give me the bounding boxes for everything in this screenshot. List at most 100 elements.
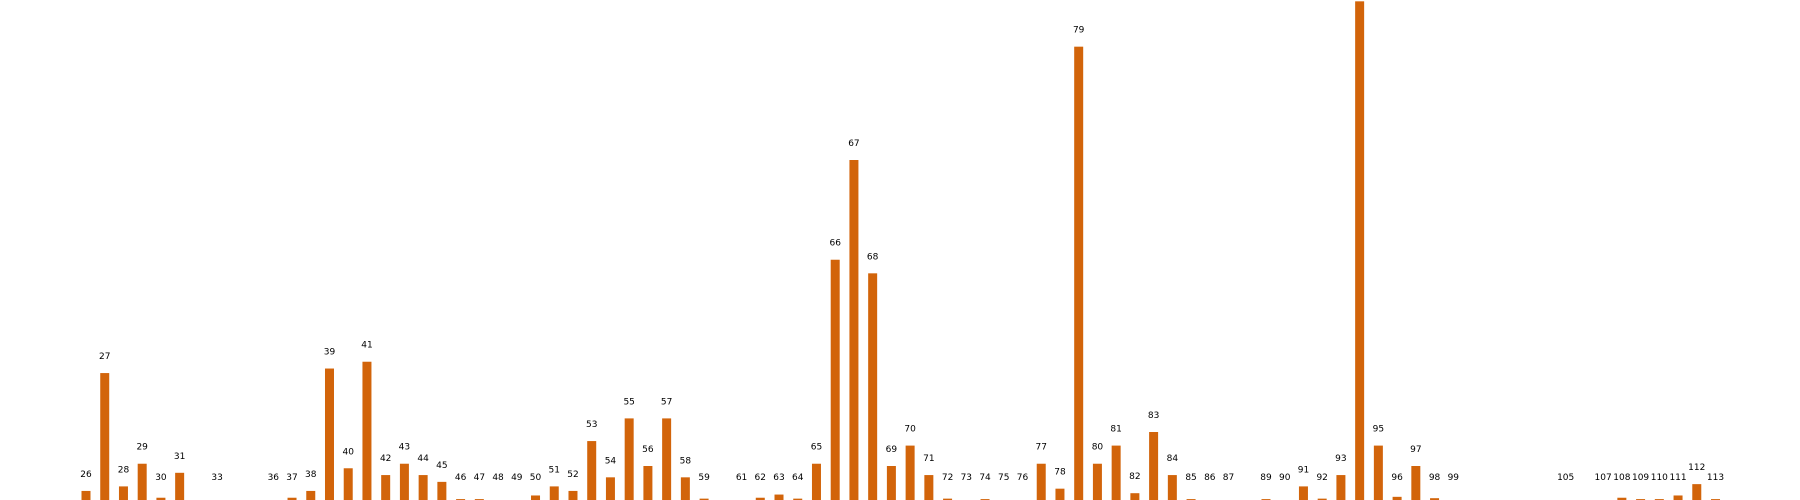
bar-77 <box>1036 463 1046 500</box>
bar-label-80: 80 <box>1092 443 1104 453</box>
bar-label-71: 71 <box>923 454 934 464</box>
bar-label-30: 30 <box>155 473 167 483</box>
bar-41 <box>362 361 372 500</box>
bar-label-48: 48 <box>492 473 504 483</box>
bar-label-38: 38 <box>305 470 317 480</box>
bar-label-73: 73 <box>961 473 972 483</box>
bar-label-37: 37 <box>286 473 297 483</box>
bar-26 <box>81 490 91 500</box>
bar-label-95: 95 <box>1373 425 1384 435</box>
bar-label-61: 61 <box>736 473 747 483</box>
bar-96 <box>1392 496 1402 500</box>
bar-label-108: 108 <box>1613 473 1630 483</box>
bar-label-97: 97 <box>1410 445 1421 455</box>
bar-label-65: 65 <box>811 443 822 453</box>
bar-80 <box>1092 463 1102 500</box>
bar-label-47: 47 <box>474 473 485 483</box>
bar-label-105: 105 <box>1557 473 1574 483</box>
bar-label-54: 54 <box>605 456 617 466</box>
bar-label-72: 72 <box>942 473 953 483</box>
bar-59 <box>699 498 709 500</box>
bar-label-39: 39 <box>324 348 336 358</box>
bar-label-63: 63 <box>773 473 784 483</box>
bar-label-76: 76 <box>1017 473 1029 483</box>
bar-label-41: 41 <box>361 341 372 351</box>
bar-28 <box>118 486 128 500</box>
bar-label-29: 29 <box>136 443 148 453</box>
bar-93 <box>1336 475 1346 500</box>
bar-83 <box>1149 432 1159 500</box>
bar-66 <box>830 259 840 500</box>
bar-label-45: 45 <box>436 461 447 471</box>
bar-58 <box>680 477 690 500</box>
bar-79 <box>1074 46 1084 500</box>
bar-label-33: 33 <box>211 473 222 483</box>
bar-label-59: 59 <box>698 473 710 483</box>
bar-label-77: 77 <box>1036 443 1047 453</box>
bar-43 <box>399 463 409 500</box>
bar-label-81: 81 <box>1110 425 1121 435</box>
bar-label-42: 42 <box>380 454 391 464</box>
bar-label-50: 50 <box>530 473 542 483</box>
bar-label-66: 66 <box>829 239 841 249</box>
bar-30 <box>156 497 166 500</box>
bar-label-68: 68 <box>867 252 879 262</box>
bar-label-86: 86 <box>1204 473 1216 483</box>
bar-38 <box>306 490 316 500</box>
bar-label-92: 92 <box>1316 473 1327 483</box>
bar-label-96: 96 <box>1391 473 1403 483</box>
bar-68 <box>868 273 878 500</box>
bar-31 <box>175 472 185 500</box>
bar-label-78: 78 <box>1054 468 1066 478</box>
bar-label-44: 44 <box>417 454 429 464</box>
bar-39 <box>324 368 334 500</box>
bar-label-112: 112 <box>1688 463 1705 473</box>
bar-label-83: 83 <box>1148 411 1159 421</box>
bar-108 <box>1617 497 1627 500</box>
bar-40 <box>343 468 353 500</box>
bar-label-93: 93 <box>1335 454 1346 464</box>
bar-label-40: 40 <box>342 447 354 457</box>
bar-label-67: 67 <box>848 139 859 149</box>
bar-27 <box>100 373 110 500</box>
bar-label-56: 56 <box>642 445 654 455</box>
bar-label-75: 75 <box>998 473 1009 483</box>
bar-29 <box>137 463 147 500</box>
bar-71 <box>924 475 934 500</box>
bar-63 <box>774 494 784 500</box>
labels-group: 26 27 28 29 30 31 33 36 37 38 39 40 41 42 43 44 45 46 47 48… <box>80 26 1724 483</box>
bar-label-107: 107 <box>1595 473 1612 483</box>
bar-55 <box>624 418 634 500</box>
bar-label-28: 28 <box>118 465 130 475</box>
bar-label-36: 36 <box>268 473 280 483</box>
bar-111 <box>1673 495 1683 500</box>
bar-57 <box>662 418 672 500</box>
bar-label-26: 26 <box>80 470 92 480</box>
bar-81 <box>1111 445 1121 500</box>
bar-112 <box>1692 484 1702 500</box>
bar-91 <box>1298 486 1308 500</box>
bar-82 <box>1130 493 1140 500</box>
bar-50 <box>531 495 541 500</box>
bar-95 <box>1373 445 1383 500</box>
bar-label-110: 110 <box>1651 473 1668 483</box>
bar-84 <box>1167 475 1177 500</box>
bar-label-113: 113 <box>1707 473 1724 483</box>
bar-54 <box>605 477 615 500</box>
bar-label-52: 52 <box>567 470 578 480</box>
bar-label-91: 91 <box>1298 465 1309 475</box>
bar-label-58: 58 <box>680 456 692 466</box>
bar-72 <box>943 498 953 500</box>
bar-label-46: 46 <box>455 473 467 483</box>
bar-label-99: 99 <box>1448 473 1460 483</box>
bar-label-69: 69 <box>886 445 898 455</box>
bar-45 <box>437 481 447 500</box>
bar-62 <box>755 497 765 500</box>
bar-label-51: 51 <box>549 465 560 475</box>
bar-69 <box>886 466 896 500</box>
bar-98 <box>1430 498 1440 500</box>
bar-label-87: 87 <box>1223 473 1234 483</box>
bar-42 <box>381 475 391 500</box>
bar-label-49: 49 <box>511 473 523 483</box>
